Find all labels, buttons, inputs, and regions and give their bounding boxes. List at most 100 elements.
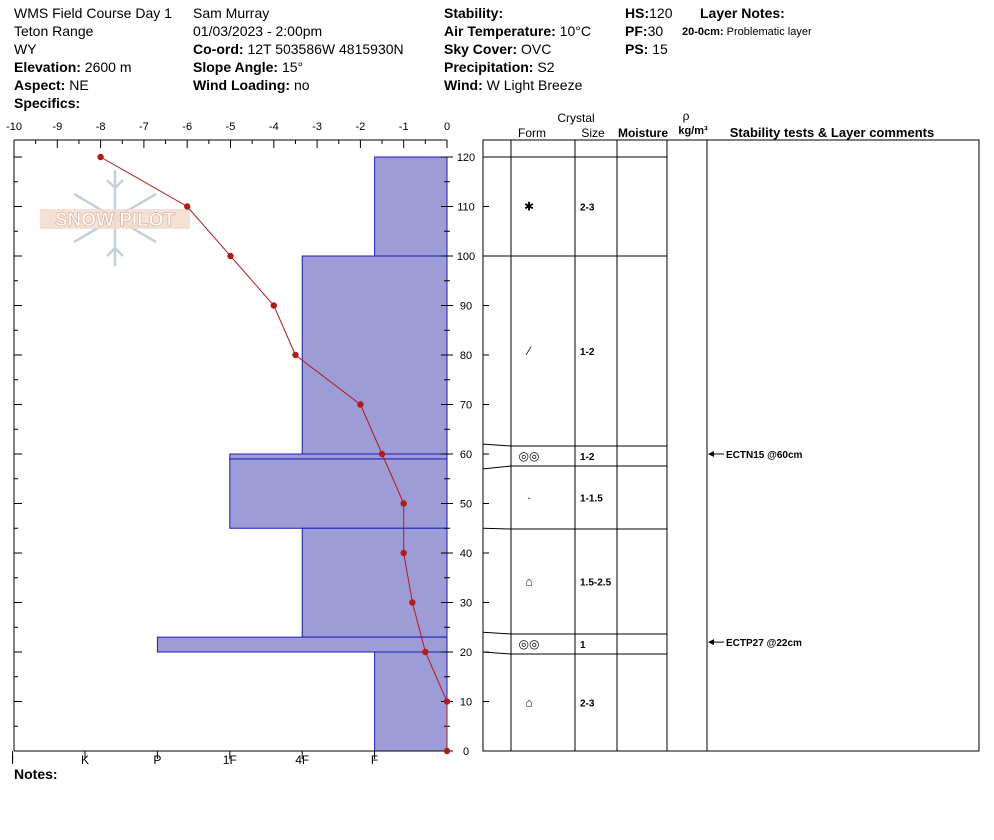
coord-value: 12T 503586W 4815930N	[247, 41, 404, 57]
wind-loading-row: Wind Loading: no	[193, 76, 310, 94]
height-tick-label: 30	[460, 598, 472, 610]
layer-size: 2-3	[580, 699, 595, 710]
size-header: Size	[581, 126, 605, 140]
obs-datetime: 01/03/2023 - 2:00pm	[193, 23, 323, 39]
temperature-point	[400, 549, 407, 557]
density-unit-header: kg/m³	[678, 125, 708, 137]
observer-name: Sam Murray	[193, 5, 270, 21]
specifics-label: Specifics:	[14, 95, 81, 111]
layer-note-range: 20-0cm:	[682, 26, 724, 38]
notes-label: Notes:	[14, 766, 58, 782]
precip-label: Precipitation:	[444, 59, 534, 75]
layer-size: 1-1.5	[580, 494, 603, 505]
rho-header: ρ	[683, 109, 690, 123]
stability-row: Stability:	[444, 4, 503, 22]
hardness-bar	[374, 651, 448, 752]
hardness-bar	[301, 527, 448, 638]
table-frame	[482, 139, 980, 752]
stability-comments-header: Stability tests & Layer comments	[730, 125, 934, 140]
precip-row: Precipitation: S2	[444, 58, 554, 76]
temp-tick-label: -5	[226, 121, 236, 133]
temperature-point	[227, 252, 234, 260]
hardness-tick-label: 1F	[223, 753, 237, 767]
wind-loading-value: no	[293, 77, 310, 93]
hardness-bar	[229, 453, 448, 460]
temp-tick-label: -9	[52, 121, 62, 133]
stability-arrow-head	[708, 639, 714, 646]
temperature-point	[400, 500, 407, 507]
wind-loading-label: Wind Loading:	[193, 77, 291, 93]
pf-label: PF:	[625, 23, 648, 39]
height-tick-label: 20	[460, 647, 472, 659]
crystal-header: Crystal	[557, 111, 594, 125]
star-crystal-icon: ✱	[524, 200, 534, 214]
layer-boundary	[482, 465, 667, 470]
temperature-point	[270, 302, 277, 309]
wind-value: W Light Breeze	[486, 77, 583, 93]
stability-test-label: ECTN15 @60cm	[726, 450, 803, 461]
faceted-icon: ⌂	[525, 696, 532, 710]
temperature-point	[292, 351, 299, 359]
dot-icon: ·	[527, 491, 531, 505]
layer-size: 1	[580, 640, 586, 651]
snow-pilot-logo: SNOW PILOT	[40, 170, 190, 266]
layer-size: 2-3	[580, 203, 595, 214]
temperature-point	[409, 599, 416, 606]
range-name: Teton Range	[14, 23, 94, 39]
hs-row: HS:120	[625, 4, 672, 22]
height-tick-label: 100	[457, 251, 475, 263]
height-tick-label: 120	[457, 152, 475, 164]
height-tick-label: 80	[460, 350, 472, 362]
temp-tick-label: -10	[6, 121, 22, 133]
slope-label: Slope Angle:	[193, 59, 279, 75]
faceted-icon: ⌂	[525, 575, 532, 589]
air-temp-value: 10°C	[559, 23, 591, 39]
elevation-value: 2600 m	[84, 59, 132, 75]
moisture-header: Moisture	[618, 126, 668, 140]
height-tick-label: 110	[457, 202, 475, 214]
layer-boundary	[482, 527, 667, 530]
hs-value: 120	[649, 5, 673, 21]
ps-row: PS: 15	[625, 40, 668, 58]
height-tick-label: 90	[460, 301, 472, 313]
wind-row: Wind: W Light Breeze	[444, 76, 582, 94]
temp-tick-label: -4	[269, 121, 279, 133]
rounded-grains-icon: ◎◎	[519, 449, 540, 463]
height-tick-label: 70	[460, 400, 472, 412]
stability-label: Stability:	[444, 5, 504, 21]
layer-size: 1-2	[580, 452, 595, 463]
temperature-point	[443, 698, 451, 705]
temp-tick-label: -2	[356, 121, 366, 133]
hardness-tick-label: F	[371, 753, 378, 767]
temperature-point	[184, 203, 191, 210]
aspect-row: Aspect: NE	[14, 76, 89, 94]
state-name: WY	[14, 41, 37, 57]
hardness-bar	[229, 458, 448, 529]
temp-tick-label: 0	[444, 121, 450, 133]
elevation-label: Elevation:	[14, 59, 81, 75]
aspect-value: NE	[69, 77, 89, 93]
temp-tick-label: -3	[312, 121, 322, 133]
temperature-point	[422, 648, 429, 656]
sky-label: Sky Cover:	[444, 41, 518, 57]
layer-note-text: Problematic layer	[726, 26, 812, 38]
layer-boundary	[482, 631, 667, 635]
precip-value: S2	[537, 59, 555, 75]
hardness-tick-label: I	[11, 753, 14, 767]
coord-row: Co-ord: 12T 503586W 4815930N	[193, 40, 404, 58]
temperature-point	[378, 450, 386, 458]
layer-size: 1.5-2.5	[580, 578, 612, 589]
height-tick-label: 60	[460, 449, 472, 461]
temperature-point	[443, 747, 451, 755]
hs-label: HS:	[625, 5, 650, 21]
layer-size: 1-2	[580, 347, 595, 358]
temp-tick-label: -6	[182, 121, 192, 133]
hardness-bar	[301, 255, 448, 455]
hardness-tick-label: P	[153, 753, 161, 767]
aspect-label: Aspect:	[14, 77, 66, 93]
pf-row: PF:30	[625, 22, 663, 40]
slope-row: Slope Angle: 15°	[193, 58, 303, 76]
air-temp-row: Air Temperature: 10°C	[444, 22, 591, 40]
ps-value: 15	[652, 41, 668, 57]
